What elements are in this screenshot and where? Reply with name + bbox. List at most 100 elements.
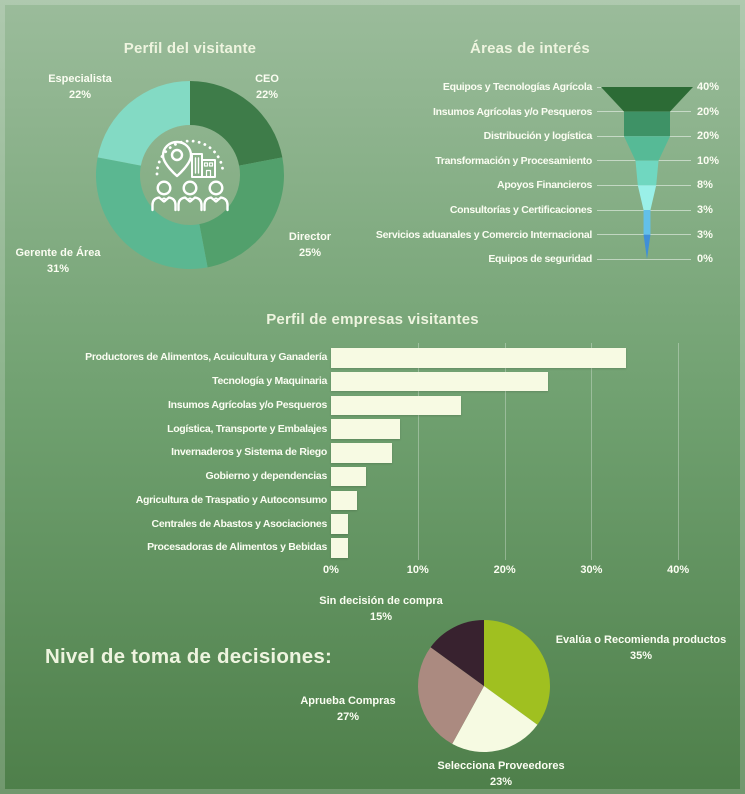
- person-icon: [203, 180, 229, 212]
- donut-slice-label: Gerente de Área 31%: [0, 245, 138, 277]
- funnel-segment: [601, 87, 693, 112]
- pie-slice-label-text: Selecciona Proveedores: [437, 760, 565, 772]
- donut-slice-label: CEO 22%: [202, 71, 332, 103]
- pie-slice-label: Evalúa o Recomienda productos 35%: [536, 632, 745, 664]
- x-axis-tick-label: 40%: [667, 564, 690, 576]
- funnel-category-label: Equipos de seguridad: [488, 253, 592, 266]
- bar: [331, 514, 349, 534]
- gridline: [504, 343, 506, 560]
- x-axis-tick-label: 30%: [580, 564, 603, 576]
- funnel-segment: [643, 210, 651, 235]
- donut-slice: [95, 157, 208, 269]
- bar-category-label: Agricultura de Traspatio y Autoconsumo: [135, 493, 328, 506]
- pie-slice-label-text: Aprueba Compras: [300, 695, 396, 707]
- decision-level-title: Nivel de toma de decisiones:: [45, 645, 332, 668]
- funnel-segment: [637, 185, 657, 210]
- funnel-value-label: 20%: [697, 130, 720, 143]
- donut-slice-label-text: Especialista: [48, 73, 112, 85]
- pie-slice-label-value: 23%: [489, 776, 513, 788]
- funnel-segment: [624, 111, 670, 137]
- donut-slice-label: Director 25%: [245, 229, 375, 261]
- funnel-value-label: 0%: [697, 253, 713, 266]
- pie-slice-label-value: 35%: [629, 650, 653, 662]
- pie-slice-label-value: 27%: [336, 711, 360, 723]
- person-icon: [151, 180, 177, 212]
- donut-slice-label-text: Director: [288, 231, 332, 243]
- funnel-connector-line: [597, 209, 691, 211]
- building-icon: [191, 153, 216, 178]
- funnel-category-label: Apoyos Financieros: [497, 179, 592, 192]
- pie-slice-label-text: Evalúa o Recomienda productos: [555, 634, 727, 646]
- funnel-value-label: 20%: [697, 105, 720, 118]
- funnel-segment: [635, 160, 659, 186]
- pie-slice-label: Sin decisión de compra 15%: [291, 593, 471, 625]
- location-pin-icon: [161, 140, 193, 178]
- funnel-segment: [643, 234, 651, 260]
- donut-slice-label-value: 22%: [255, 89, 279, 101]
- funnel-connector-line: [597, 160, 691, 162]
- donut-slice-label-value: 31%: [46, 263, 70, 275]
- donut-slice: [97, 81, 190, 166]
- donut-slice: [199, 157, 284, 268]
- funnel-category-label: Servicios aduanales y Comercio Internaci…: [375, 228, 592, 241]
- funnel-chart: [601, 87, 693, 260]
- gridline: [417, 343, 419, 560]
- x-axis-tick-label: 10%: [406, 564, 429, 576]
- donut-slice-label-text: CEO: [255, 73, 279, 85]
- person-icon: [177, 180, 203, 212]
- bar: [331, 371, 548, 392]
- donut-slice-label-value: 25%: [298, 247, 322, 259]
- bar: [331, 490, 358, 510]
- funnel-value-label: 3%: [697, 228, 713, 241]
- visitors-group-icon: [151, 139, 229, 212]
- bar-category-label: Gobierno y dependencias: [205, 470, 328, 482]
- bar: [331, 395, 462, 415]
- bar: [331, 466, 366, 487]
- funnel-category-label: Distribución y logística: [483, 130, 593, 143]
- gridline: [678, 343, 680, 560]
- bar-category-label: Productores de Alimentos, Acuicultura y …: [85, 351, 327, 364]
- pie-slice-label-value: 15%: [369, 611, 393, 623]
- funnel-value-label: 8%: [697, 179, 713, 192]
- funnel-connector-line: [597, 234, 691, 236]
- x-axis-tick-label: 20%: [493, 564, 516, 576]
- bar-category-label: Insumos Agrícolas y/o Pesqueros: [168, 398, 327, 411]
- bar: [331, 538, 349, 558]
- donut-slice-label-text: Gerente de Área: [15, 247, 101, 259]
- bar-category-label: Logística, Transporte y Embalajes: [167, 422, 327, 435]
- funnel-connector-line: [597, 135, 691, 137]
- funnel-value-label: 3%: [697, 204, 713, 216]
- donut-chart: [95, 81, 284, 269]
- pie-slice: [484, 620, 550, 725]
- interest-areas-title: Áreas de interés: [470, 40, 590, 57]
- pie-slice: [452, 686, 538, 753]
- gridline: [591, 343, 593, 560]
- bar-category-label: Tecnología y Maquinaria: [212, 375, 327, 387]
- decision-pie-chart: [418, 620, 550, 753]
- bar-category-label: Centrales de Abastos y Asociaciones: [151, 517, 328, 530]
- pie-slice-label: Selecciona Proveedores 23%: [411, 758, 591, 790]
- donut-slice-label: Especialista 22%: [10, 71, 150, 103]
- bar: [331, 348, 627, 368]
- funnel-category-label: Equipos y Tecnologías Agrícola: [442, 81, 592, 93]
- visitor-profile-title: Perfil del visitante: [123, 40, 257, 57]
- funnel-connector-line: [597, 258, 691, 260]
- funnel-category-label: Insumos Agrícolas y/o Pesqueros: [433, 105, 592, 118]
- funnel-connector-line: [597, 184, 691, 186]
- bar: [331, 419, 401, 439]
- x-axis-tick-label: 0%: [323, 564, 339, 576]
- funnel-value-label: 10%: [697, 154, 720, 167]
- funnel-segment: [624, 136, 670, 161]
- funnel-category-label: Consultorías y Certificaciones: [449, 204, 592, 216]
- company-profile-title: Perfil de empresas visitantes: [266, 311, 479, 328]
- donut-slice-label-value: 22%: [68, 89, 92, 101]
- dotted-arc-icon: [155, 139, 225, 176]
- bar-category-label: Invernaderos y Sistema de Riego: [171, 446, 327, 459]
- pie-slice-label: Aprueba Compras 27%: [273, 693, 423, 725]
- funnel-category-label: Transformación y Procesamiento: [435, 154, 592, 167]
- bar-category-label: Procesadoras de Alimentos y Bebidas: [147, 541, 327, 554]
